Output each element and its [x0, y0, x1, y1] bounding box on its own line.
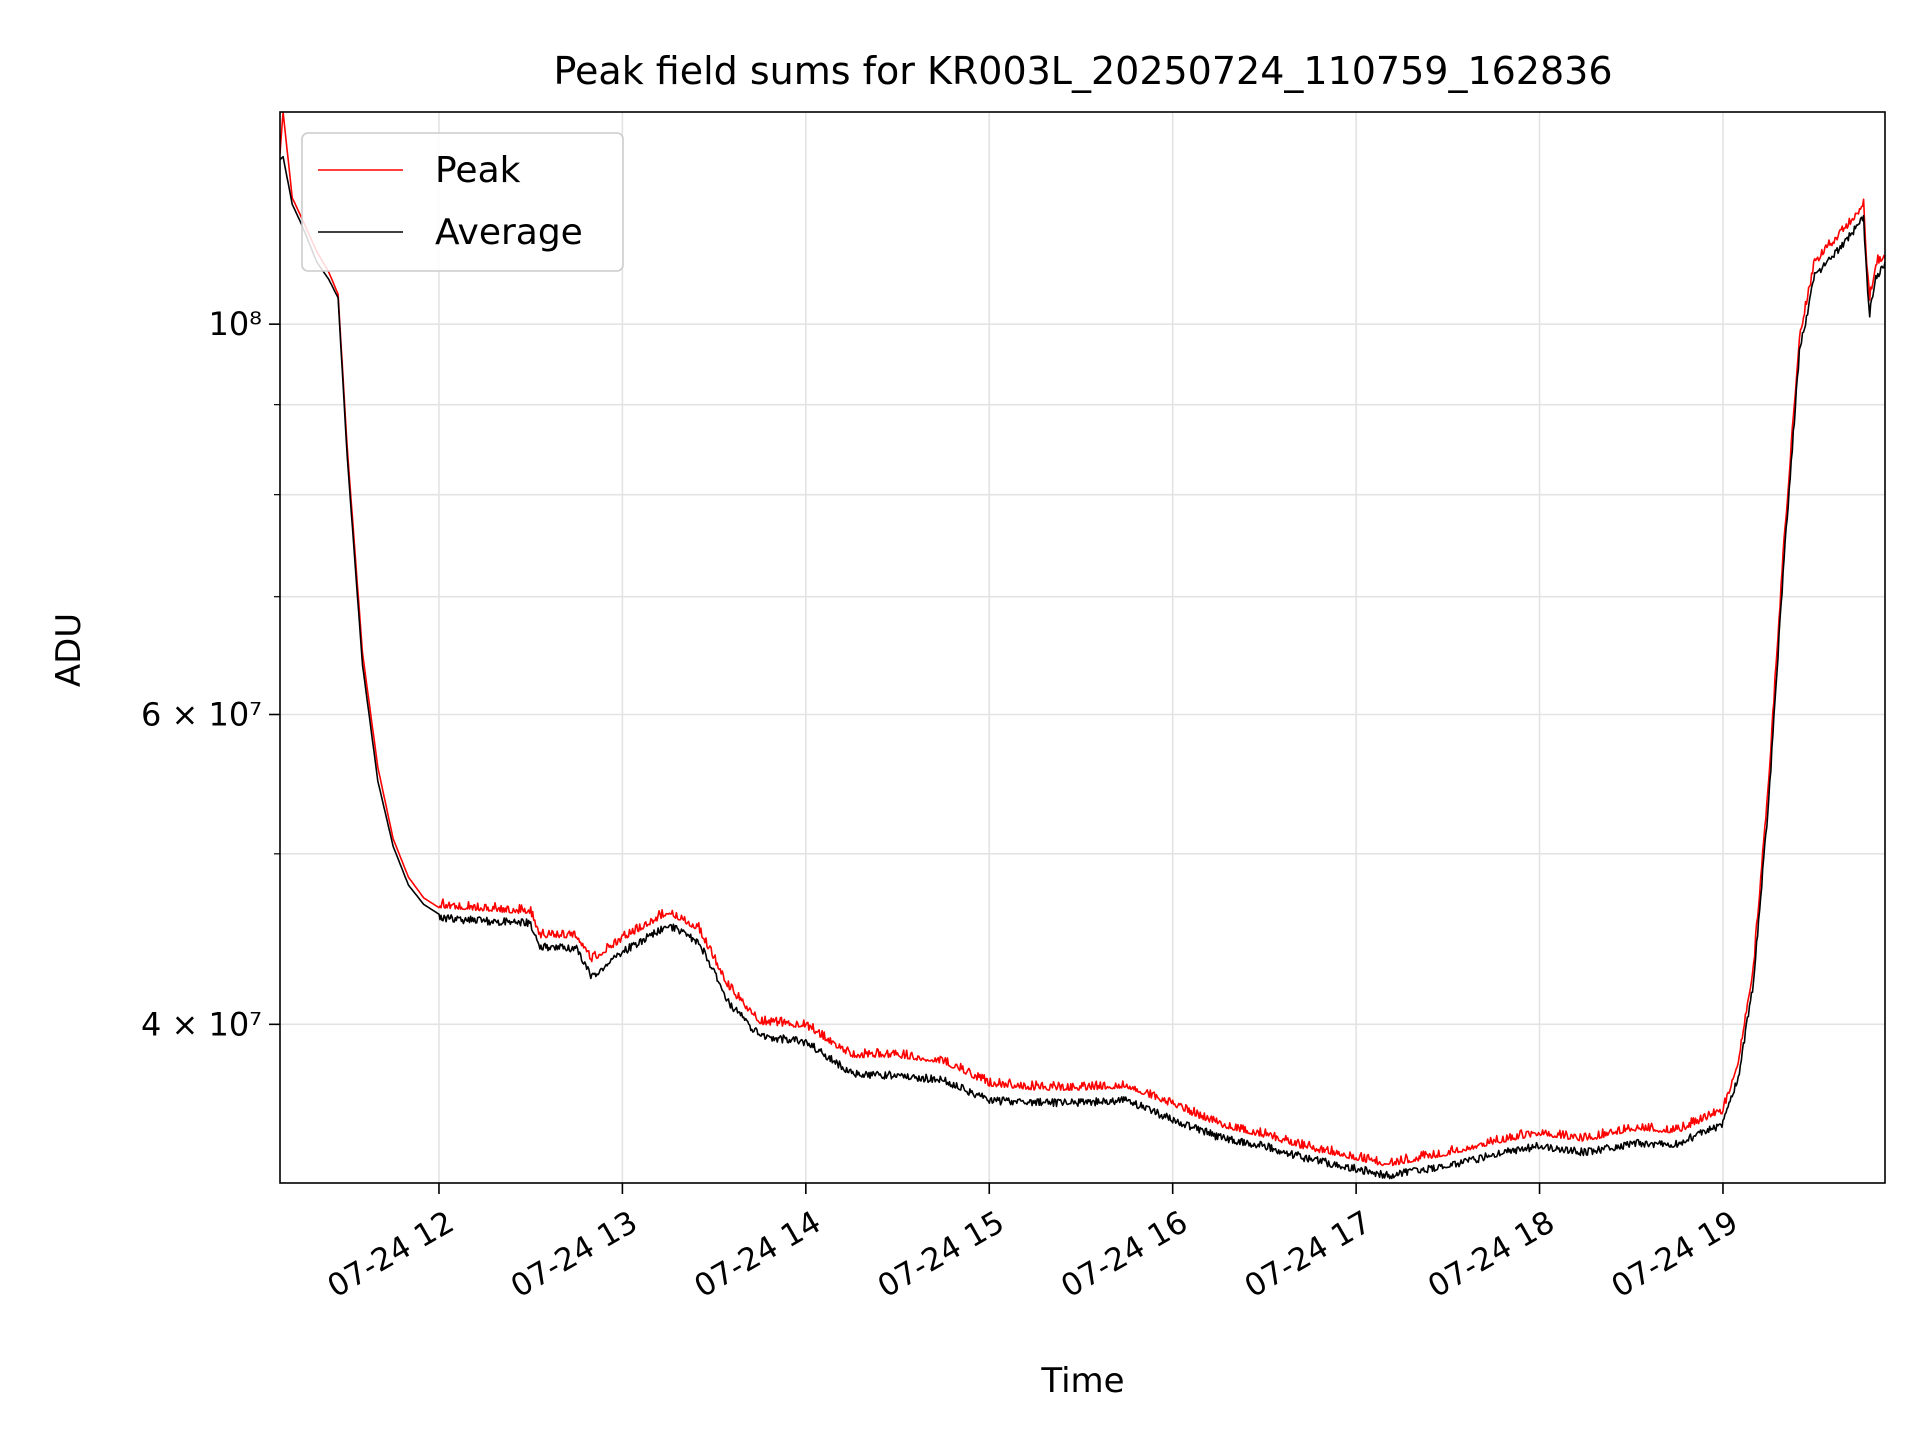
y-tick-label: 6 × 10⁷: [141, 695, 262, 733]
chart-title: Peak field sums for KR003L_20250724_1107…: [553, 49, 1612, 93]
y-tick-label: 10⁸: [208, 305, 262, 343]
axes-frame: [279, 111, 1886, 1184]
legend-label-average: Average: [435, 212, 583, 253]
legend-box: [301, 132, 624, 272]
y-tick-label: 4 × 10⁷: [141, 1005, 262, 1043]
y-axis: 4 × 10⁷ 6 × 10⁷ 10⁸: [141, 305, 280, 1043]
plot-area: [280, 112, 1885, 1180]
y-axis-label: ADU: [49, 613, 89, 687]
series-line-peak: [280, 112, 1885, 1167]
x-axis-label: Time: [1040, 1361, 1124, 1401]
grid: [280, 112, 1885, 1183]
legend-label-peak: Peak: [435, 150, 521, 191]
series-line-average: [280, 155, 1885, 1180]
legend: Peak Average: [301, 132, 624, 272]
